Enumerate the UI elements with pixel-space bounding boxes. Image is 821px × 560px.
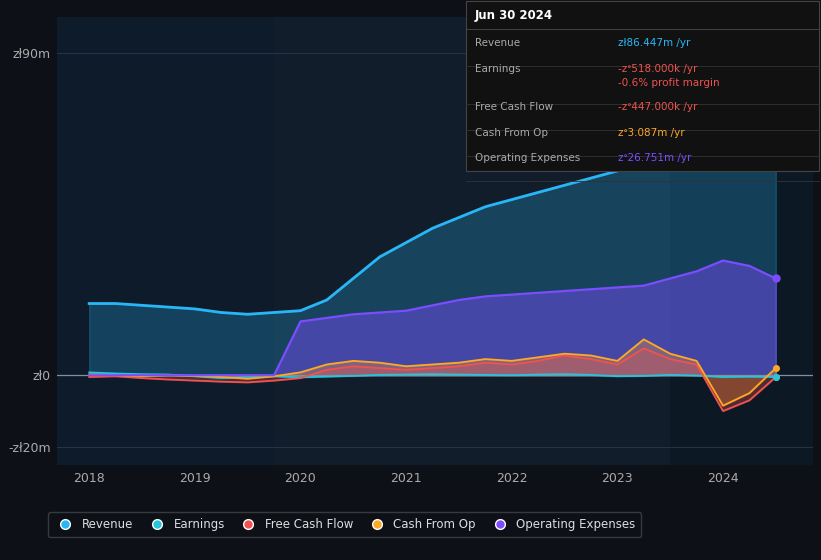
- Text: Operating Expenses: Operating Expenses: [475, 153, 580, 164]
- Text: -zᐤ447.000k /yr: -zᐤ447.000k /yr: [618, 102, 698, 112]
- Text: Jun 30 2024: Jun 30 2024: [475, 9, 553, 22]
- Bar: [670, 17, 813, 465]
- Text: Cash From Op: Cash From Op: [475, 128, 548, 138]
- Text: -zᐤ518.000k /yr: -zᐤ518.000k /yr: [618, 64, 698, 74]
- Text: zᐤ3.087m /yr: zᐤ3.087m /yr: [618, 128, 685, 138]
- Text: zł86.447m /yr: zł86.447m /yr: [618, 38, 690, 48]
- Bar: [274, 17, 813, 465]
- Text: Earnings: Earnings: [475, 64, 520, 74]
- Text: Revenue: Revenue: [475, 38, 520, 48]
- Text: zᐤ26.751m /yr: zᐤ26.751m /yr: [618, 153, 691, 164]
- Text: -0.6% profit margin: -0.6% profit margin: [618, 78, 720, 88]
- Legend: Revenue, Earnings, Free Cash Flow, Cash From Op, Operating Expenses: Revenue, Earnings, Free Cash Flow, Cash …: [48, 512, 641, 537]
- Text: Free Cash Flow: Free Cash Flow: [475, 102, 553, 112]
